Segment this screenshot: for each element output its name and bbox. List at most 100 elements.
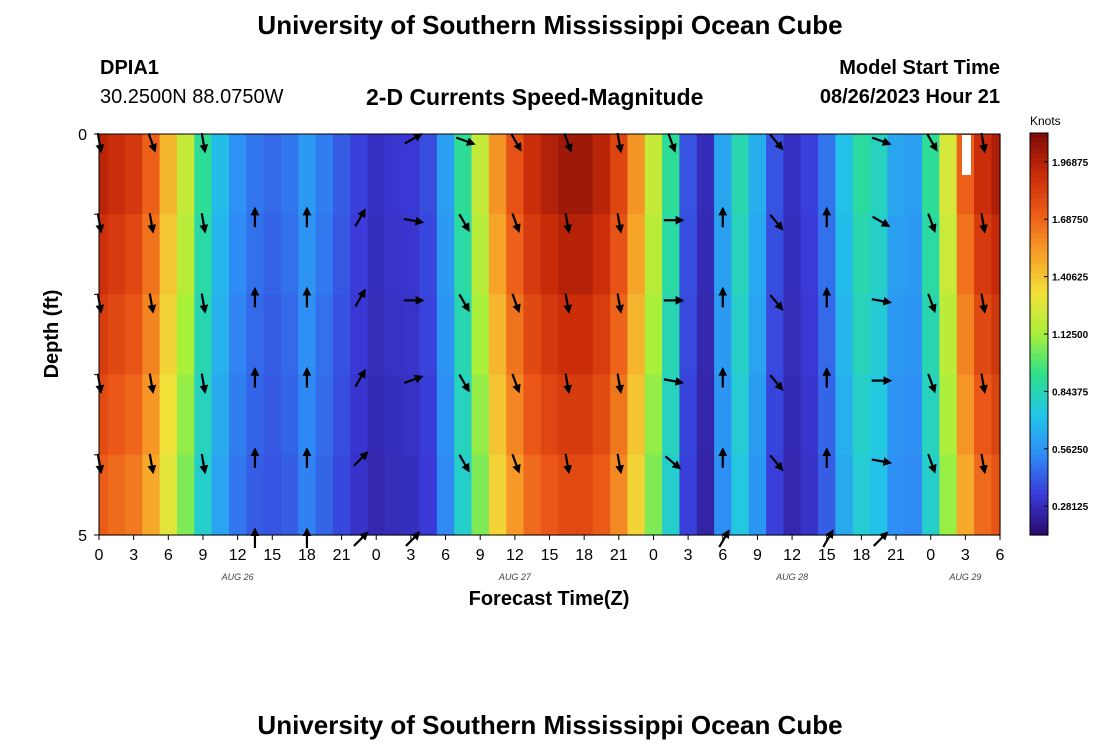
colorbar-segment: [1030, 449, 1048, 456]
heatmap-cell: [523, 214, 542, 295]
heatmap-cell: [263, 454, 282, 536]
colorbar-segment: [1030, 233, 1048, 240]
heatmap-cell: [367, 294, 386, 376]
colorbar-segment: [1030, 328, 1048, 335]
current-arrow: [663, 377, 685, 386]
current-arrow: [927, 293, 937, 314]
y-axis: 05: [78, 127, 99, 545]
heatmap-cell: [419, 454, 438, 536]
colorbar-segment: [1030, 143, 1048, 149]
colorbar-tick-label: 0.84375: [1052, 387, 1089, 398]
heatmap-cell: [575, 374, 594, 456]
heatmap-cell: [800, 294, 819, 376]
heatmap-cell: [904, 214, 923, 295]
current-arrow: [147, 453, 157, 475]
heatmap-cell: [696, 374, 715, 456]
heatmap-cell: [558, 134, 577, 215]
heatmap-cell: [142, 134, 161, 215]
heatmap-cell: [783, 454, 802, 536]
colorbar-segment: [1030, 263, 1048, 270]
colorbar-segment: [1030, 283, 1048, 290]
heatmap-cell: [488, 214, 507, 295]
colorbar-segment: [1030, 168, 1048, 174]
heatmap-cell: [176, 214, 195, 295]
heatmap-cell: [246, 374, 265, 456]
heatmap-cell: [107, 294, 126, 376]
heatmap-cell: [280, 214, 299, 295]
heatmap-cell: [558, 214, 577, 295]
heatmap-cell: [315, 374, 334, 456]
current-arrow: [563, 133, 573, 153]
current-arrow: [354, 368, 366, 388]
heatmap-cell: [194, 374, 213, 456]
heatmap-cell: [419, 214, 438, 295]
heatmap-cell: [488, 374, 507, 456]
current-arrow: [822, 529, 834, 548]
heatmap-cell: [384, 214, 403, 295]
current-arrow: [563, 453, 572, 475]
colorbar-segment: [1030, 479, 1048, 486]
heatmap-cell: [644, 374, 663, 456]
current-arrow: [563, 373, 572, 394]
heatmap-cell: [471, 214, 490, 295]
x-tick-label: 0: [926, 547, 935, 564]
heatmap-cell: [714, 454, 733, 536]
colorbar-tick-label: 1.96875: [1052, 158, 1089, 169]
heatmap-cell: [176, 294, 195, 376]
x-tick-label: 12: [506, 547, 524, 564]
heatmap-cell: [419, 374, 438, 456]
heatmap-cell: [887, 374, 906, 456]
heatmap-cell: [991, 454, 1001, 536]
current-arrow: [667, 133, 677, 153]
heatmap-cell: [142, 374, 161, 456]
current-arrow: [871, 457, 893, 466]
colorbar-segment: [1030, 203, 1048, 209]
colorbar-segment: [1030, 238, 1048, 245]
current-arrow: [871, 136, 892, 146]
heatmap-cell: [922, 374, 940, 456]
heatmap-cell: [800, 214, 819, 295]
colorbar-segment: [1030, 273, 1048, 280]
colorbar-segment: [1030, 509, 1048, 516]
current-arrow: [511, 373, 521, 394]
current-arrow: [615, 373, 624, 394]
heatmap-cell: [939, 374, 958, 456]
colorbar-segment: [1030, 364, 1048, 370]
heatmap-cell: [540, 214, 559, 295]
colorbar-segment: [1030, 414, 1048, 421]
heatmap-cell: [991, 134, 1001, 215]
heatmap-cell: [436, 134, 455, 215]
x-tick-label: 15: [541, 547, 559, 564]
heatmap-cell: [99, 214, 109, 295]
heatmap-cell: [246, 294, 265, 376]
current-arrow: [511, 453, 521, 474]
heatmap-cell: [159, 454, 178, 536]
heatmap-cell: [540, 294, 559, 376]
heatmap-cell: [748, 134, 767, 215]
heatmap-cell: [904, 374, 923, 456]
colorbar-segment: [1030, 188, 1048, 194]
heatmap-cell: [107, 374, 126, 456]
current-arrow: [871, 296, 893, 306]
x-tick-label: 9: [753, 547, 762, 564]
heatmap-cell: [991, 374, 1001, 456]
current-arrow: [563, 213, 572, 234]
current-arrow: [147, 133, 157, 153]
heatmap-cell: [679, 374, 698, 456]
heatmap-cell: [263, 134, 282, 215]
heatmap-cell: [194, 294, 213, 376]
colorbar-segment: [1030, 524, 1048, 531]
heatmap-cell: [575, 134, 594, 215]
current-arrow: [353, 451, 369, 467]
heatmap-cell: [263, 374, 282, 456]
colorbar-segment: [1030, 499, 1048, 506]
current-arrow: [403, 374, 424, 385]
heatmap-cell: [662, 214, 681, 295]
heatmap-cell: [159, 374, 178, 456]
current-arrow: [147, 293, 157, 314]
heatmap-cell: [922, 294, 940, 376]
heatmap-cell: [246, 134, 265, 215]
heatmap-cell: [280, 134, 299, 215]
current-arrow: [511, 293, 521, 314]
